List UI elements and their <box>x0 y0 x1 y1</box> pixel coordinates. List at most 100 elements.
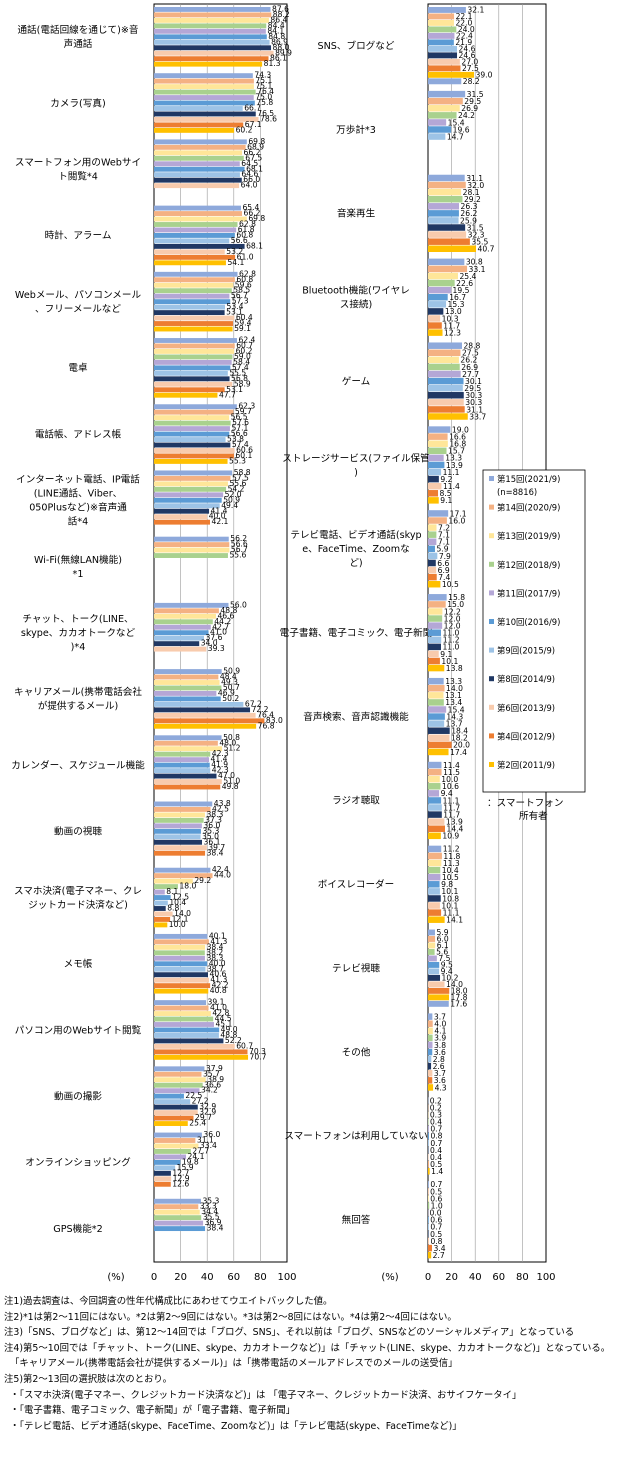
category-label: 動画の撮影 <box>54 1090 102 1102</box>
data-label: 0.8 <box>430 1237 442 1246</box>
category-group: 電卓 62.460.760.259.058.457.455.556.858.953… <box>68 336 255 400</box>
legend-swatch <box>489 476 494 481</box>
bar <box>428 1048 433 1056</box>
data-label: 56.6 <box>231 540 248 549</box>
data-label: 60.7 <box>236 1041 253 1050</box>
bar <box>154 23 267 29</box>
data-label: 27.2 <box>192 1097 209 1106</box>
bar <box>428 406 465 413</box>
bar <box>428 475 439 483</box>
data-label: 13.4 <box>445 698 462 707</box>
bar <box>428 65 461 72</box>
bar <box>154 61 263 67</box>
data-label: 37.3 <box>205 815 222 824</box>
data-label: 13.0 <box>445 307 462 316</box>
bar <box>154 680 220 685</box>
category-label: キャリアメール(携帯電話会社が提供するメール) <box>14 686 142 712</box>
data-label: 62.8 <box>239 220 256 229</box>
data-label: 66.0 <box>243 175 260 184</box>
bar <box>428 888 440 895</box>
data-label: 24.2 <box>458 111 475 120</box>
data-label: 11.1 <box>443 796 460 805</box>
category-label: ボイスレコーダー <box>318 879 394 891</box>
data-label: 10.4 <box>169 898 186 907</box>
legend-label: 第11回(2017/9) <box>497 588 560 598</box>
data-label: 41.3 <box>210 975 227 984</box>
bar <box>428 468 442 476</box>
data-label: 64.6 <box>241 170 258 179</box>
category-group: インターネット電話、IP電話(LINE通話、Viber、 050Plusなど)※音… <box>16 468 251 528</box>
data-label: 36.0 <box>203 821 220 830</box>
bar <box>428 181 466 189</box>
bar <box>428 126 452 133</box>
data-label: 0.4 <box>430 1153 442 1162</box>
bar <box>154 624 211 630</box>
bar <box>154 271 238 277</box>
data-label: 39.7 <box>208 843 225 852</box>
bar <box>428 39 454 46</box>
data-label: 34.4 <box>201 1207 218 1216</box>
bar <box>154 635 205 641</box>
data-label: 35.0 <box>202 832 219 841</box>
data-label: 75.1 <box>255 76 272 85</box>
category-label: ラジオ聴取 <box>332 796 380 807</box>
x-axis-label: (%) <box>381 1272 398 1283</box>
data-label: 54.2 <box>228 484 245 493</box>
category-group: パソコン用のWebサイト閲覧 39.141.042.844.545.149.048… <box>15 998 267 1062</box>
bar <box>154 249 225 255</box>
data-label: 53.1 <box>226 385 243 394</box>
tick-label: 60 <box>227 1272 240 1283</box>
data-label: 61.8 <box>238 225 255 234</box>
category-label: スマートフォンは利用していない <box>284 1130 427 1142</box>
bar <box>154 111 256 117</box>
category-group: 音楽再生 31.132.028.129.226.326.225.931.532.3… <box>337 174 495 254</box>
category-group: スマホ決済(電子マネー、クレジットカード決済など) 42.444.029.218.… <box>14 865 231 929</box>
bar <box>154 1071 202 1077</box>
bar <box>154 602 229 608</box>
data-label: 55.3 <box>229 456 246 465</box>
data-label: 40.0 <box>209 959 226 968</box>
data-label: 38.9 <box>207 1075 224 1084</box>
bar <box>154 718 265 724</box>
data-label: 60.6 <box>236 446 253 455</box>
data-label: 0.4 <box>430 1146 442 1155</box>
bar <box>428 987 450 994</box>
bar <box>428 748 449 756</box>
data-label: 26.9 <box>461 104 478 113</box>
bar <box>154 1115 194 1121</box>
data-label: 66.7 <box>244 104 261 113</box>
data-label: 86.4 <box>270 15 287 24</box>
category-label: メモ帳 <box>64 958 93 970</box>
bar <box>154 1149 191 1154</box>
category-label: ストレージサービス(ファイル保管) <box>282 452 430 478</box>
data-label: 6.1 <box>437 941 449 950</box>
legend-label: 第13回(2019/9) <box>497 531 560 541</box>
bar <box>154 34 267 40</box>
data-label: 25.9 <box>460 216 477 225</box>
category-group: 電話帳、アドレス帳 62.359.756.557.657.156.653.857.… <box>35 402 256 466</box>
legend-swatch <box>489 561 494 567</box>
data-label: 48.4 <box>220 672 237 681</box>
data-label: 41.4 <box>211 506 228 515</box>
data-label: 38.4 <box>207 942 224 951</box>
bar <box>154 481 228 487</box>
bar <box>154 955 205 961</box>
bar <box>154 370 228 376</box>
bar <box>154 1220 204 1226</box>
data-label: 32.9 <box>199 1108 216 1117</box>
data-label: 12.9 <box>173 1174 190 1183</box>
bar <box>154 972 208 978</box>
category-group: ストレージサービス(ファイル保管) 19.016.616.815.713.313.… <box>282 425 469 505</box>
bar <box>154 470 233 476</box>
bar <box>154 122 244 128</box>
data-label: 58.4 <box>233 357 250 366</box>
bar <box>154 807 211 812</box>
data-label: 87.6 <box>272 4 289 13</box>
data-label: 53.1 <box>226 308 243 317</box>
bar <box>428 994 450 1001</box>
bar <box>154 1165 176 1171</box>
bar <box>154 426 230 432</box>
bar <box>428 433 448 440</box>
data-label: 57.4 <box>232 363 249 372</box>
bar <box>428 265 468 273</box>
